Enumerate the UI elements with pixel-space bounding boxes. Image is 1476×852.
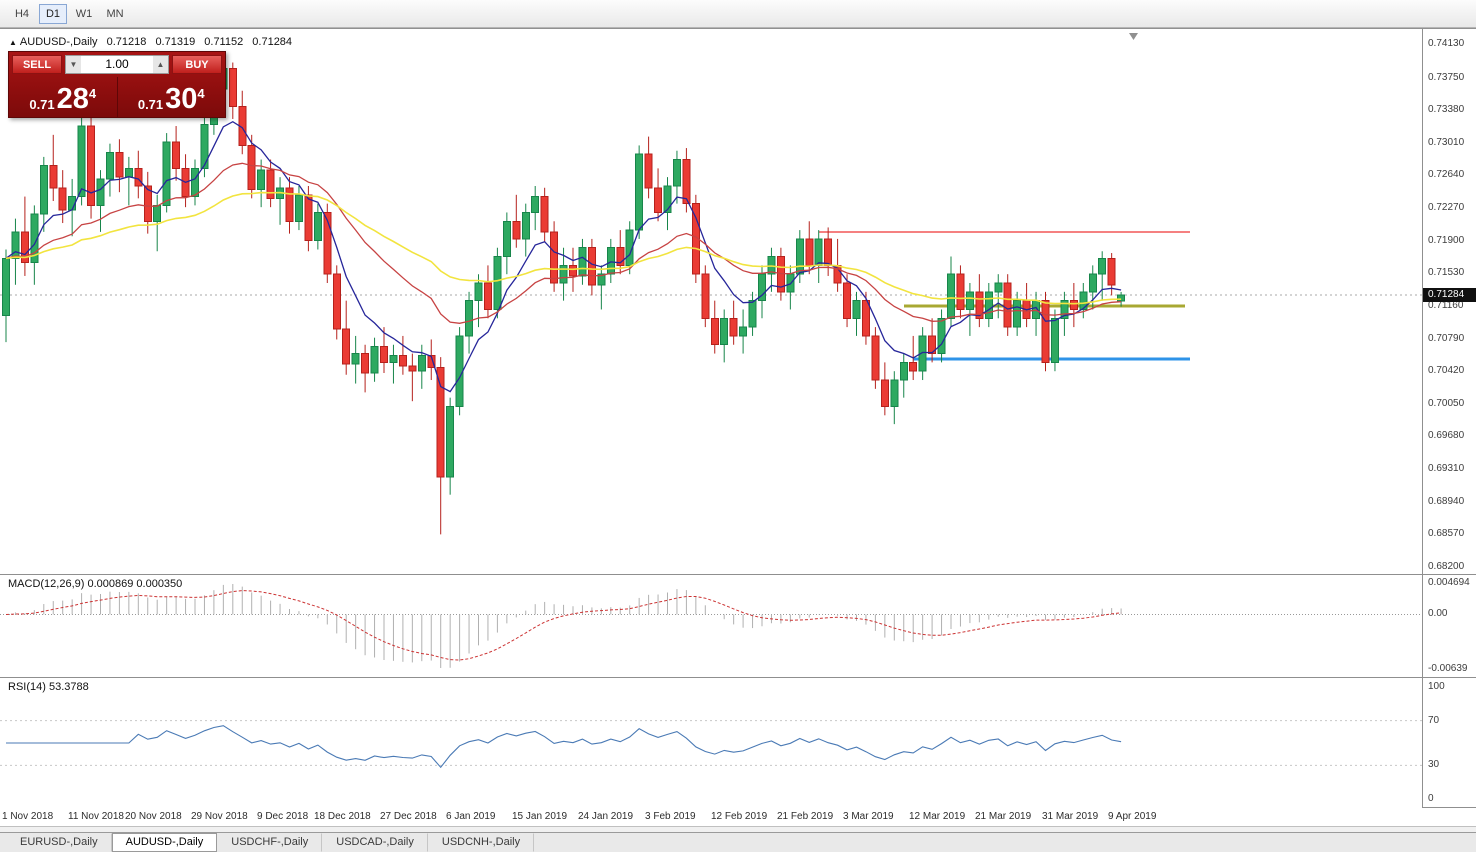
macd-axis-label: -0.00639 xyxy=(1428,663,1468,674)
price-axis-label: 0.70790 xyxy=(1428,333,1465,344)
sell-price-big-figure: 0.71 xyxy=(29,96,55,112)
price-axis-border xyxy=(1422,29,1423,807)
price-axis-label: 0.71530 xyxy=(1428,267,1465,278)
sell-button[interactable]: SELL xyxy=(12,55,62,74)
rsi-axis-label: 100 xyxy=(1428,681,1445,692)
rsi-indicator-chart[interactable] xyxy=(0,679,1422,807)
date-axis-label: 24 Jan 2019 xyxy=(578,811,634,822)
date-axis-label: 12 Mar 2019 xyxy=(909,811,966,822)
symbol-marker-icon: ▲ xyxy=(9,38,17,47)
date-axis-label: 3 Feb 2019 xyxy=(645,811,696,822)
timeframe-button-mn[interactable]: MN xyxy=(101,4,129,24)
date-axis-label: 3 Mar 2019 xyxy=(843,811,894,822)
price-axis-label: 0.68940 xyxy=(1428,496,1465,507)
date-axis-label: 12 Feb 2019 xyxy=(711,811,768,822)
price-axis-label: 0.68200 xyxy=(1428,561,1465,572)
rsi-axis-label: 70 xyxy=(1428,715,1440,726)
price-axis-label: 0.69310 xyxy=(1428,463,1465,474)
timeframe-button-d1[interactable]: D1 xyxy=(39,3,67,24)
timeframe-button-w1[interactable]: W1 xyxy=(70,4,98,24)
date-axis-label: 18 Dec 2018 xyxy=(314,811,371,822)
time-axis[interactable]: 1 Nov 2018 11 Nov 2018 20 Nov 2018 29 Nov 2… xyxy=(0,807,1422,827)
price-axis-label: 0.70050 xyxy=(1428,398,1465,409)
date-axis-label: 27 Dec 2018 xyxy=(380,811,437,822)
panel-splitter[interactable] xyxy=(0,574,1476,575)
date-axis-label: 6 Jan 2019 xyxy=(446,811,496,822)
timeframe-toolbar: H4 D1 W1 MN xyxy=(0,0,1476,28)
sell-price-pips: 28 xyxy=(56,83,89,116)
macd-indicator-chart[interactable] xyxy=(0,576,1422,676)
chart-tab-audusd[interactable]: AUDUSD-,Daily xyxy=(111,833,218,852)
chart-title: ▲ AUDUSD-,Daily 0.71218 0.71319 0.71152 0… xyxy=(9,36,292,48)
main-price-chart[interactable] xyxy=(0,29,1422,573)
macd-histogram xyxy=(14,584,1122,668)
chart-tab-usdcnh[interactable]: USDCNH-,Daily xyxy=(428,833,535,852)
sell-price-pip-fraction: 4 xyxy=(88,86,97,101)
one-click-trading-panel: SELL ▼ 1.00 ▲ BUY 0.71 28 4 0.71 30 4 xyxy=(8,51,226,118)
buy-price-big-figure: 0.71 xyxy=(137,96,164,112)
price-axis-label: 0.73750 xyxy=(1428,72,1465,83)
date-axis-label: 9 Dec 2018 xyxy=(257,811,309,822)
horizontal-scrollbar[interactable] xyxy=(0,826,1476,832)
macd-axis-label: 0.004694 xyxy=(1428,577,1470,588)
price-axis-label: 0.73380 xyxy=(1428,104,1465,115)
buy-button[interactable]: BUY xyxy=(172,55,222,74)
sell-price[interactable]: 0.71 28 4 xyxy=(9,77,117,117)
panel-splitter[interactable] xyxy=(0,677,1476,678)
date-axis-label: 21 Mar 2019 xyxy=(975,811,1032,822)
chart-tab-usdchf[interactable]: USDCHF-,Daily xyxy=(217,833,323,852)
ohlc-close: 0.71284 xyxy=(252,36,293,48)
buy-price-pips: 30 xyxy=(165,83,198,116)
chart-tabs-bar: EURUSD-,Daily AUDUSD-,Daily USDCHF-,Daily U… xyxy=(0,832,1476,852)
current-price-badge: 0.71284 xyxy=(1423,288,1476,302)
chart-symbol-label: AUDUSD-,Daily xyxy=(19,36,98,48)
price-axis-label: 0.72640 xyxy=(1428,169,1465,180)
rsi-axis-label: 30 xyxy=(1428,759,1440,770)
buy-price[interactable]: 0.71 30 4 xyxy=(118,77,226,117)
price-axis-label: 0.69680 xyxy=(1428,430,1465,441)
price-axis[interactable]: 0.74130 0.73750 0.73380 0.73010 0.72640 0.722… xyxy=(1423,29,1476,827)
chart-shift-marker-icon[interactable] xyxy=(1129,33,1138,40)
ohlc-low: 0.71152 xyxy=(204,36,244,48)
volume-decrease-button[interactable]: ▼ xyxy=(66,56,81,73)
date-axis-label: 20 Nov 2018 xyxy=(125,811,182,822)
date-axis-label: 9 Apr 2019 xyxy=(1108,811,1157,822)
volume-increase-button[interactable]: ▲ xyxy=(153,56,168,73)
date-axis-label: 15 Jan 2019 xyxy=(512,811,568,822)
price-axis-label: 0.72270 xyxy=(1428,202,1465,213)
price-axis-label: 0.74130 xyxy=(1428,38,1465,49)
one-click-prices-row: 0.71 28 4 0.71 30 4 xyxy=(9,77,225,117)
date-axis-label: 11 Nov 2018 xyxy=(68,811,124,822)
price-axis-label: 0.71900 xyxy=(1428,235,1465,246)
volume-control[interactable]: ▼ 1.00 ▲ xyxy=(65,55,169,74)
volume-value[interactable]: 1.00 xyxy=(105,57,129,71)
chart-tab-eurusd[interactable]: EURUSD-,Daily xyxy=(6,833,112,852)
macd-signal-line xyxy=(5,590,1122,661)
one-click-controls-row: SELL ▼ 1.00 ▲ BUY xyxy=(9,52,225,77)
chart-tab-usdcad[interactable]: USDCAD-,Daily xyxy=(322,833,428,852)
price-divider xyxy=(116,77,118,117)
price-axis-label: 0.73010 xyxy=(1428,137,1465,148)
rsi-label: RSI(14) 53.3788 xyxy=(8,681,89,693)
rsi-axis-label: 0 xyxy=(1428,793,1434,804)
macd-label: MACD(12,26,9) 0.000869 0.000350 xyxy=(8,578,183,590)
date-axis-label: 31 Mar 2019 xyxy=(1042,811,1099,822)
ohlc-open: 0.71218 xyxy=(106,36,147,48)
ohlc-high: 0.71319 xyxy=(155,36,196,48)
chart-window-audusd-daily: ▲ AUDUSD-,Daily 0.71218 0.71319 0.71152 0… xyxy=(0,28,1476,827)
rsi-line xyxy=(6,725,1122,769)
moving-average-lines xyxy=(5,120,1122,393)
buy-price-pip-fraction: 4 xyxy=(197,86,205,101)
macd-axis-label: 0.00 xyxy=(1428,608,1448,619)
price-axis-label: 0.71160 xyxy=(1428,300,1464,311)
price-axis-label: 0.68570 xyxy=(1428,528,1465,539)
date-axis-label: 29 Nov 2018 xyxy=(191,811,248,822)
date-axis-label: 21 Feb 2019 xyxy=(777,811,834,822)
timeframe-button-h4[interactable]: H4 xyxy=(8,4,36,24)
price-axis-label: 0.70420 xyxy=(1428,365,1465,376)
date-axis-label: 1 Nov 2018 xyxy=(2,811,54,822)
